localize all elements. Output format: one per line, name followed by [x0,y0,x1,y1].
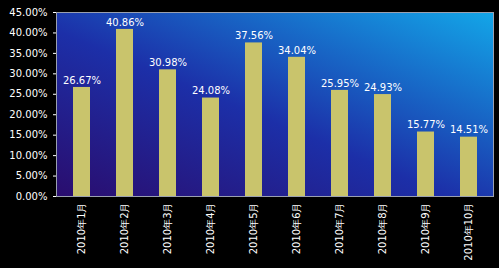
svg-text:24.93%: 24.93% [364,82,402,93]
svg-text:2010年7月: 2010年7月 [334,203,345,255]
svg-text:30.00%: 30.00% [9,68,47,79]
svg-text:45.00%: 45.00% [9,7,47,18]
svg-text:2010年10月: 2010年10月 [463,203,474,261]
svg-text:24.08%: 24.08% [192,85,230,96]
svg-text:10.00%: 10.00% [9,150,47,161]
svg-text:2010年6月: 2010年6月 [291,203,302,255]
svg-text:2010年1月: 2010年1月 [76,203,87,255]
svg-text:26.67%: 26.67% [63,75,101,86]
svg-text:35.00%: 35.00% [9,48,47,59]
svg-text:40.86%: 40.86% [106,17,144,28]
svg-text:2010年4月: 2010年4月 [205,203,216,255]
svg-text:2010年2月: 2010年2月 [119,203,130,255]
svg-text:5.00%: 5.00% [16,170,48,181]
svg-text:2010年5月: 2010年5月 [248,203,259,255]
svg-text:20.00%: 20.00% [9,109,47,120]
svg-text:37.56%: 37.56% [235,30,273,41]
svg-text:25.95%: 25.95% [321,78,359,89]
svg-text:2010年9月: 2010年9月 [420,203,431,255]
svg-text:15.77%: 15.77% [407,119,445,130]
svg-text:14.51%: 14.51% [450,124,488,135]
svg-text:25.00%: 25.00% [9,88,47,99]
svg-text:0.00%: 0.00% [16,191,48,202]
svg-text:34.04%: 34.04% [278,45,316,56]
svg-text:2010年3月: 2010年3月 [162,203,173,255]
svg-text:30.98%: 30.98% [149,57,187,68]
svg-text:2010年8月: 2010年8月 [377,203,388,255]
svg-text:15.00%: 15.00% [9,129,47,140]
svg-text:40.00%: 40.00% [9,27,47,38]
